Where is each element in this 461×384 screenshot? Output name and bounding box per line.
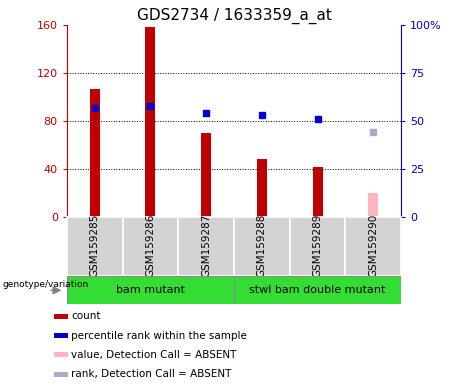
Text: bam mutant: bam mutant	[116, 285, 185, 295]
Bar	[201, 133, 211, 217]
Text: count: count	[71, 311, 101, 321]
Bar	[123, 217, 178, 276]
Text: GSM159286: GSM159286	[145, 214, 155, 277]
Text: GSM159290: GSM159290	[368, 214, 378, 277]
Text: stwl bam double mutant: stwl bam double mutant	[249, 285, 386, 295]
Text: rank, Detection Call = ABSENT: rank, Detection Call = ABSENT	[71, 369, 231, 379]
Text: GSM159288: GSM159288	[257, 214, 267, 277]
Bar	[54, 353, 68, 358]
Bar	[90, 89, 100, 217]
Text: value, Detection Call = ABSENT: value, Detection Call = ABSENT	[71, 350, 236, 360]
Bar	[290, 217, 345, 276]
Bar	[234, 276, 401, 304]
Bar	[345, 217, 401, 276]
Bar	[368, 193, 378, 217]
Text: genotype/variation: genotype/variation	[3, 280, 89, 289]
Bar	[234, 217, 290, 276]
Title: GDS2734 / 1633359_a_at: GDS2734 / 1633359_a_at	[136, 7, 331, 23]
Bar	[257, 159, 267, 217]
Bar	[313, 167, 323, 217]
Bar	[54, 333, 68, 338]
Text: percentile rank within the sample: percentile rank within the sample	[71, 331, 247, 341]
Bar	[67, 217, 123, 276]
Bar	[145, 27, 155, 217]
Bar	[54, 372, 68, 377]
Text: GSM159289: GSM159289	[313, 214, 323, 277]
Bar	[67, 276, 234, 304]
Text: GSM159285: GSM159285	[90, 214, 100, 277]
Bar	[178, 217, 234, 276]
Text: GSM159287: GSM159287	[201, 214, 211, 277]
Bar	[54, 314, 68, 319]
